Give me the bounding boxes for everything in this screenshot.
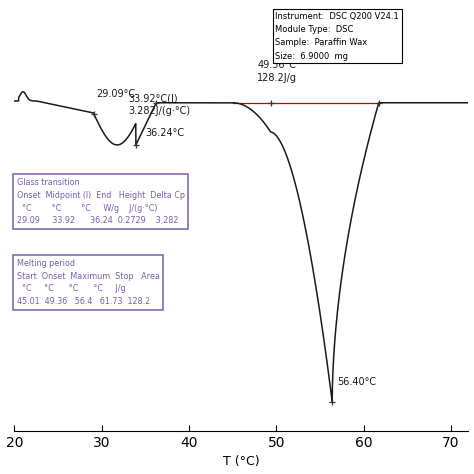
X-axis label: T (°C): T (°C) xyxy=(223,456,260,468)
Text: Instrument:  DSC Q200 V24.1
Module Type:  DSC
Sample:  Paraffin Wax
Size:  6.900: Instrument: DSC Q200 V24.1 Module Type: … xyxy=(275,12,399,61)
Text: Melting period
Start  Onset  Maximum  Stop   Area
  °C     °C      °C      °C   : Melting period Start Onset Maximum Stop … xyxy=(17,259,159,306)
Text: 36.24°C: 36.24°C xyxy=(146,128,184,138)
Text: 29.09°C: 29.09°C xyxy=(96,89,136,99)
Text: Glass transition
Onset  Midpoint (I)  End   Height  Delta Cp
  °C        °C     : Glass transition Onset Midpoint (I) End … xyxy=(17,178,184,226)
Text: 56.40°C: 56.40°C xyxy=(337,377,376,387)
Text: 49.36°C
128.2J/g: 49.36°C 128.2J/g xyxy=(257,60,297,82)
Text: 33.92°C(I)
3.282J/(g·°C): 33.92°C(I) 3.282J/(g·°C) xyxy=(128,93,190,116)
